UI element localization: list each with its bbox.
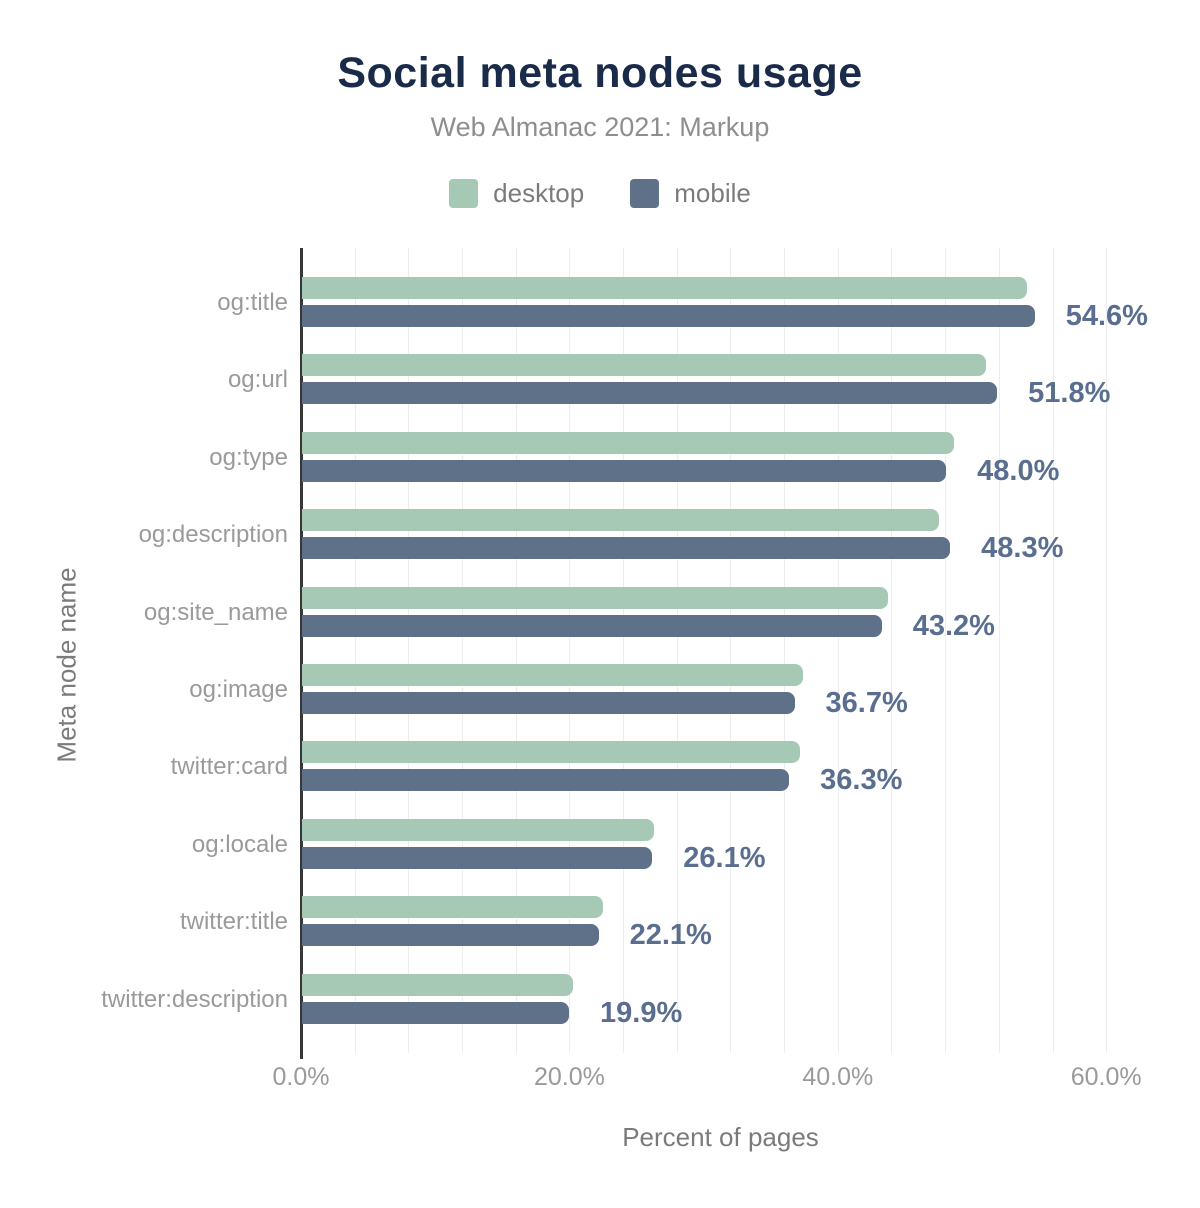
bar-mobile-twitter-card[interactable] <box>302 769 789 792</box>
gridline <box>998 248 1000 1053</box>
bar-mobile-og-image[interactable] <box>302 692 795 714</box>
bar-desktop-og-type[interactable] <box>302 431 954 454</box>
legend-label-desktop: desktop <box>493 178 585 208</box>
gridline <box>945 248 947 1053</box>
bar-desktop-og-image[interactable] <box>302 664 803 686</box>
gridline <box>730 248 732 1053</box>
gridline <box>569 248 571 1053</box>
bar-desktop-twitter-title[interactable] <box>302 896 603 919</box>
x-tick-label-40: 40.0% <box>802 1063 874 1091</box>
category-label-twitter-card: twitter:card <box>170 753 288 781</box>
category-label-og-title: og:title <box>217 289 288 316</box>
category-label-og-image: og:image <box>189 676 288 703</box>
chart-title: Social meta nodes usage <box>337 49 863 97</box>
category-label-og-url: og:url <box>227 366 288 394</box>
bar-mobile-og-description[interactable] <box>302 537 950 560</box>
gridline <box>891 248 893 1053</box>
value-label-og-locale: 26.1% <box>683 841 766 874</box>
category-label-og-site-name: og:site_name <box>143 598 288 626</box>
bar-desktop-og-title[interactable] <box>302 277 1027 299</box>
chart-subtitle: Web Almanac 2021: Markup <box>430 112 770 142</box>
value-label-twitter-card: 36.3% <box>820 764 903 797</box>
bar-desktop-og-description[interactable] <box>302 509 939 532</box>
legend-swatch-desktop <box>449 179 479 208</box>
category-label-og-description: og:description <box>138 521 288 549</box>
gridline <box>515 248 517 1053</box>
gridline <box>623 248 625 1053</box>
category-label-og-locale: og:locale <box>191 830 288 858</box>
value-label-og-image: 36.7% <box>825 687 908 719</box>
bar-desktop-og-url[interactable] <box>302 354 986 377</box>
legend-label-mobile: mobile <box>674 178 751 208</box>
bar-mobile-twitter-title[interactable] <box>302 924 599 947</box>
bar-mobile-og-url[interactable] <box>302 382 997 405</box>
x-tick-label-0: 0.0% <box>272 1063 330 1091</box>
bar-mobile-og-title[interactable] <box>302 305 1035 327</box>
gridline <box>1052 248 1054 1053</box>
value-label-twitter-title: 22.1% <box>629 919 712 952</box>
bar-desktop-twitter-description[interactable] <box>302 973 573 996</box>
bar-mobile-og-locale[interactable] <box>302 846 652 869</box>
legend-swatch-mobile <box>630 179 660 208</box>
category-label-twitter-title: twitter:title <box>179 908 288 936</box>
category-label-og-type: og:type <box>209 443 288 471</box>
bar-mobile-twitter-description[interactable] <box>302 1001 569 1024</box>
bar-desktop-og-locale[interactable] <box>302 818 654 841</box>
legend: desktop mobile <box>0 178 1200 209</box>
gridline <box>462 248 464 1053</box>
gridline <box>354 248 356 1053</box>
gridline <box>676 248 678 1053</box>
category-label-twitter-description: twitter:description <box>101 985 288 1013</box>
gridline <box>408 248 410 1053</box>
legend-item-mobile[interactable]: mobile <box>630 178 751 209</box>
legend-item-desktop[interactable]: desktop <box>449 178 584 209</box>
value-label-og-type: 48.0% <box>977 454 1060 487</box>
gridline <box>784 248 786 1053</box>
gridline <box>837 248 839 1053</box>
value-label-og-title: 54.6% <box>1065 300 1148 332</box>
bar-mobile-og-site-name[interactable] <box>302 614 882 637</box>
value-label-og-site-name: 43.2% <box>912 609 995 642</box>
x-axis-title: Percent of pages <box>622 1122 819 1152</box>
value-label-twitter-description: 19.9% <box>600 996 683 1029</box>
bar-desktop-og-site-name[interactable] <box>302 586 888 609</box>
value-label-og-description: 48.3% <box>981 532 1064 565</box>
x-tick-label-60: 60.0% <box>1070 1063 1142 1091</box>
y-axis-line <box>300 248 303 1059</box>
gridline <box>1106 248 1108 1053</box>
bar-desktop-twitter-card[interactable] <box>302 741 800 764</box>
bar-mobile-og-type[interactable] <box>302 459 946 482</box>
x-tick-label-20: 20.0% <box>533 1063 605 1091</box>
value-label-og-url: 51.8% <box>1028 377 1111 410</box>
